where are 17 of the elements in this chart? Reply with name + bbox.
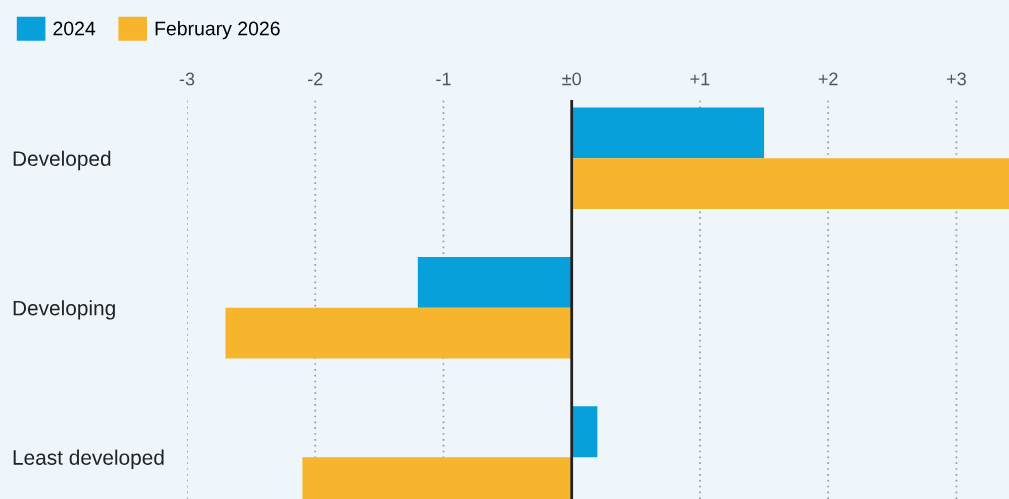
- x-tick-label: -2: [308, 72, 323, 86]
- y-tick-label: Developing: [13, 300, 115, 320]
- bar: [417, 256, 572, 308]
- bar: [225, 307, 572, 359]
- x-tick-label: +2: [818, 72, 838, 86]
- y-tick-label: Developed: [13, 150, 111, 171]
- x-tick-label: ±0: [562, 72, 581, 86]
- bar: [571, 406, 598, 458]
- legend-label: February 2026: [155, 21, 280, 40]
- x-tick-label: +3: [947, 72, 966, 86]
- x-tick-label: -1: [436, 72, 451, 86]
- y-tick-label: Least developed: [13, 449, 164, 470]
- bar: [571, 107, 765, 159]
- bar: [571, 158, 1009, 210]
- legend-label: 2024: [53, 21, 96, 36]
- x-tick-label: +1: [690, 72, 710, 86]
- x-tick-label: -3: [179, 72, 195, 86]
